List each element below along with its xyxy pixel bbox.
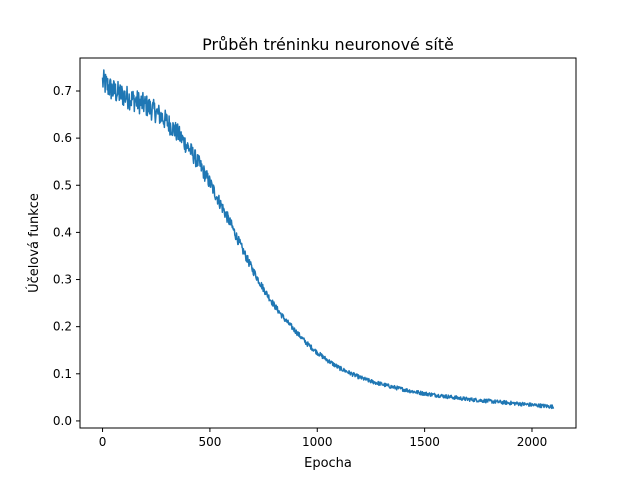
x-tick-label: 500	[198, 435, 221, 449]
y-tick-label: 0.7	[53, 84, 72, 98]
plot-frame	[79, 57, 577, 429]
y-axis-label: Účelová funkce	[26, 193, 42, 293]
x-tick-label: 1000	[302, 435, 333, 449]
x-tick-label: 1500	[409, 435, 440, 449]
x-tick-label: 0	[99, 435, 107, 449]
chart-title: Průběh tréninku neuronové sítě	[202, 35, 454, 54]
x-axis-label: Epocha	[304, 456, 352, 471]
y-tick-label: 0.6	[53, 131, 72, 145]
y-tick-label: 0.4	[53, 225, 72, 239]
y-tick-label: 0.3	[53, 273, 72, 287]
y-tick-label: 0.1	[53, 367, 72, 381]
y-tick-label: 0.0	[53, 414, 72, 428]
y-tick-label: 0.2	[53, 320, 72, 334]
y-tick-label: 0.5	[53, 178, 72, 192]
x-tick-label: 2000	[517, 435, 548, 449]
plot-area: 0 500 1000 1500 2000 0.0 0.1 0.2 0.3 0.4 0.5 0.6 0.7	[53, 69, 555, 449]
loss-series-line	[101, 69, 555, 410]
